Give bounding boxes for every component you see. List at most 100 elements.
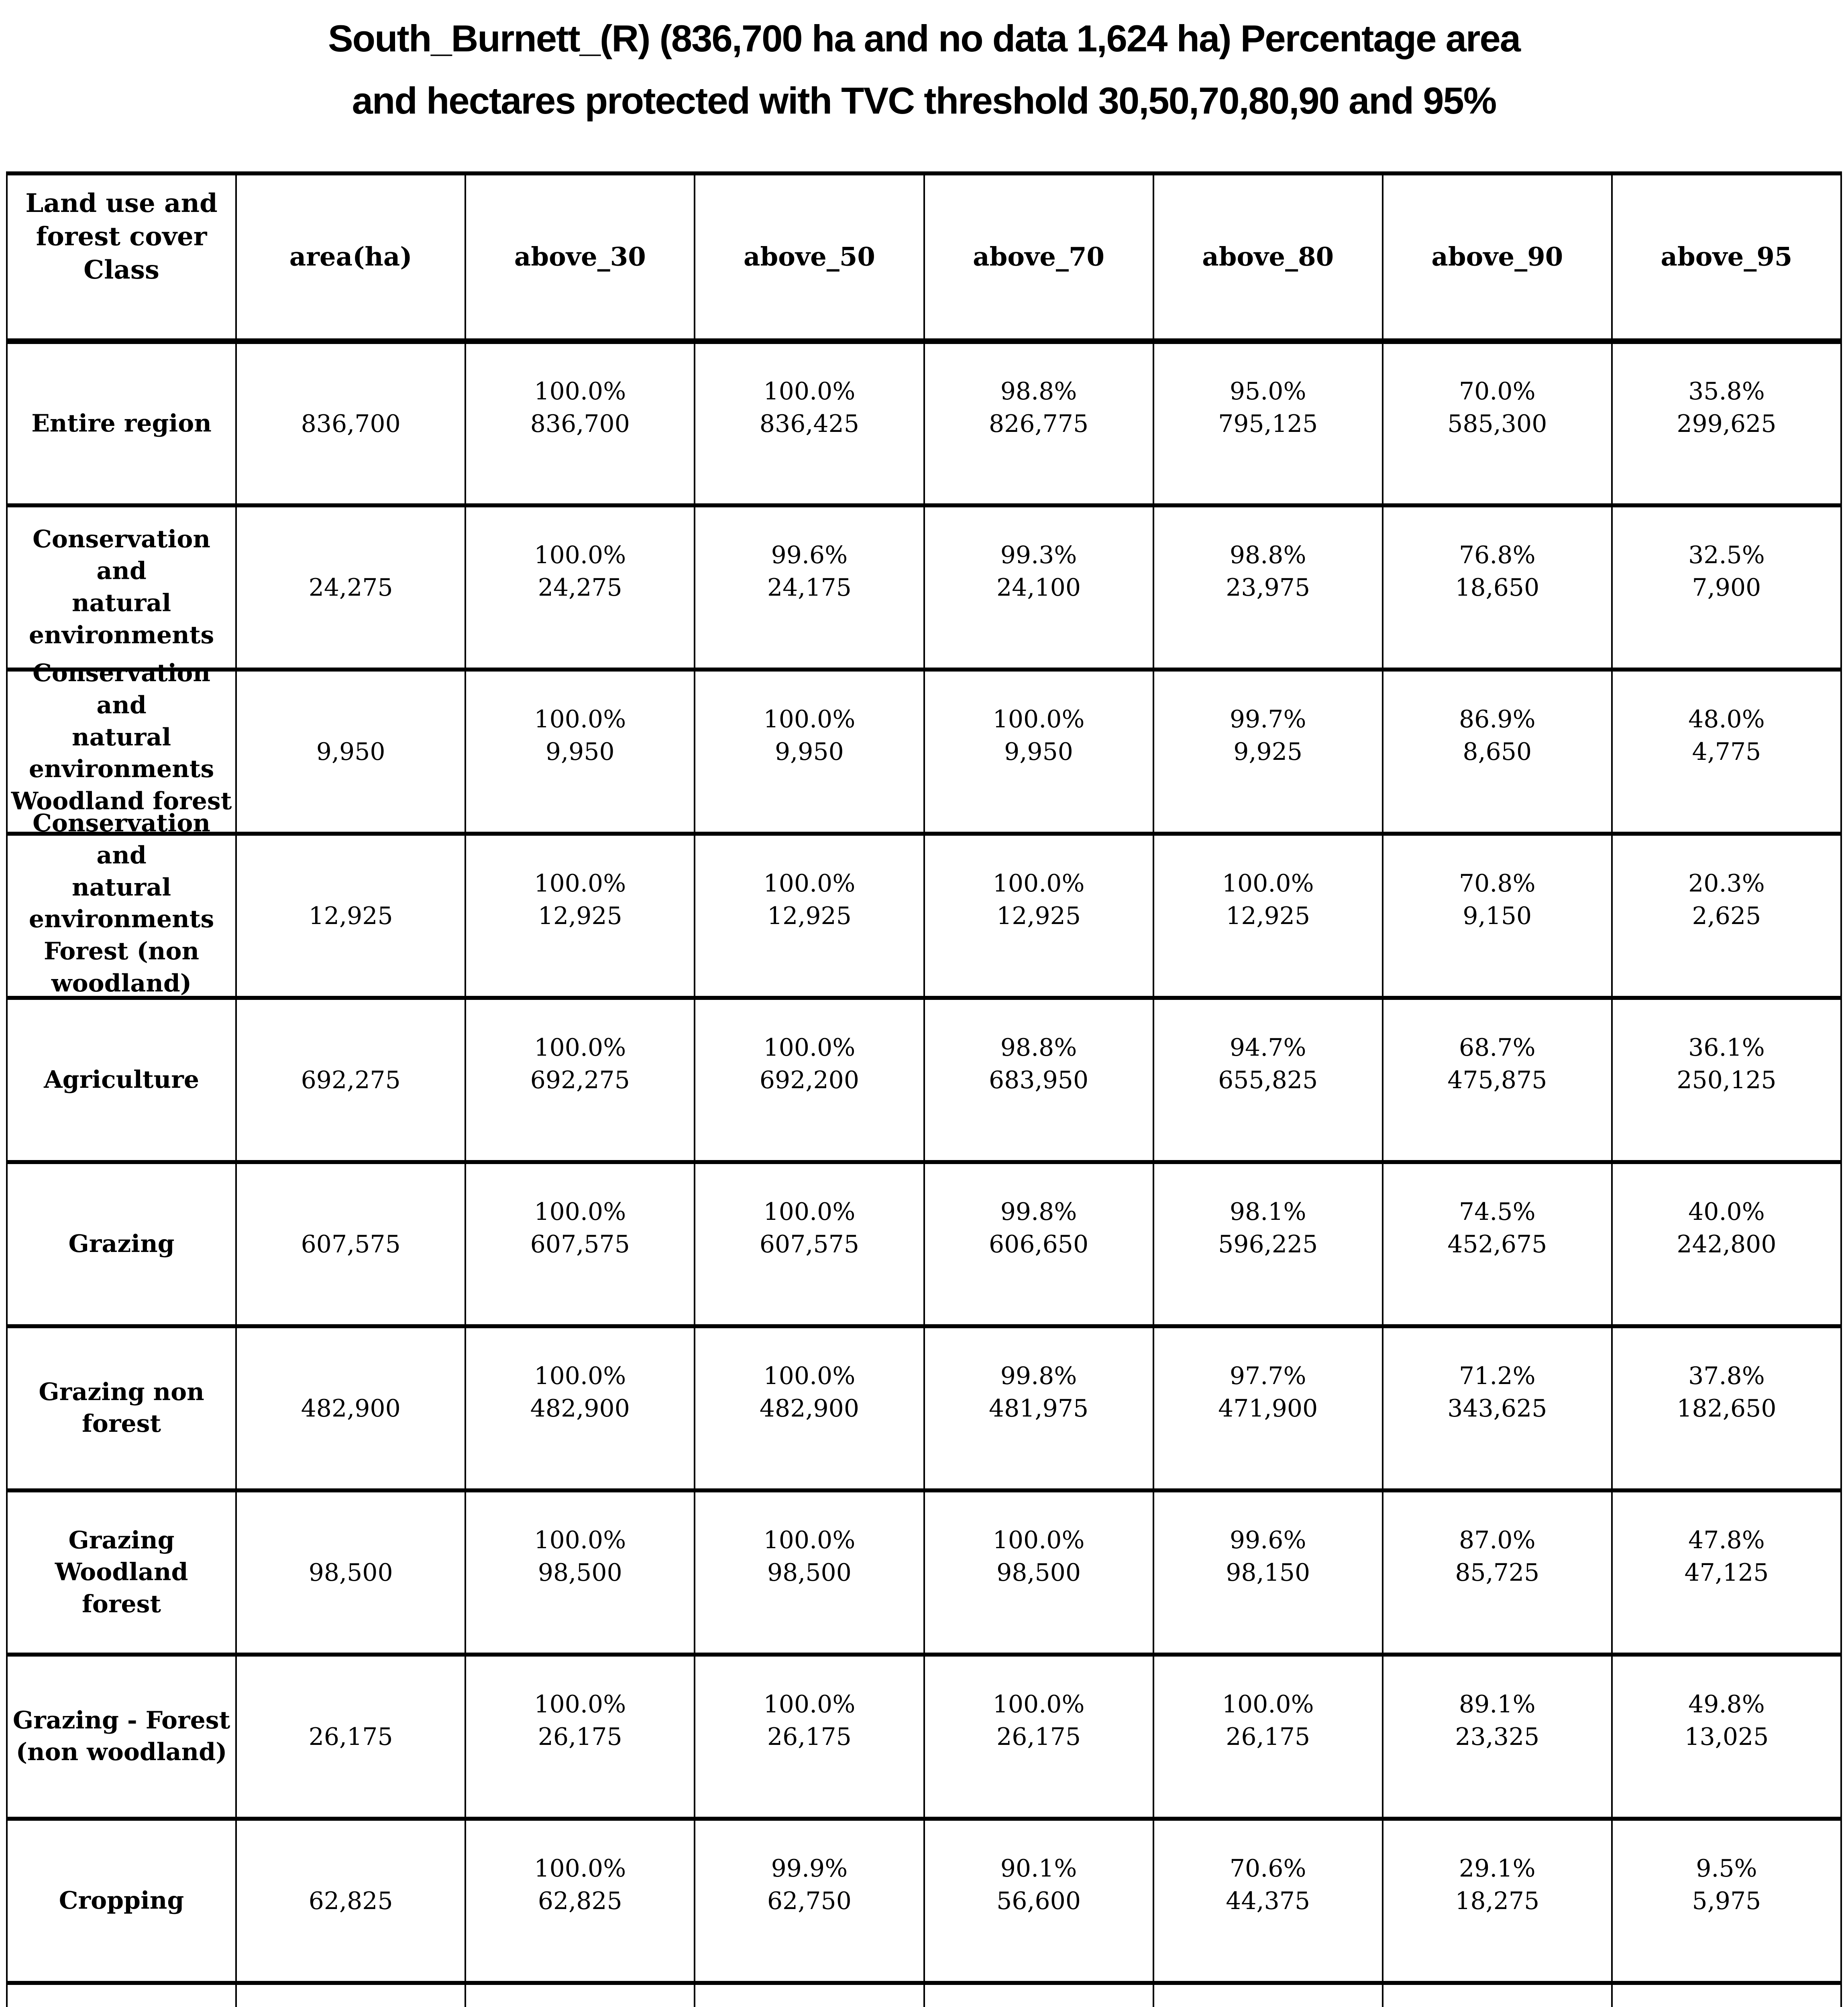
- threshold-stack: 99.6% 98,150: [1154, 1524, 1382, 1589]
- threshold-stack: 100.0% 12,925: [925, 867, 1153, 932]
- threshold-stack: 76.8% 18,650: [1383, 539, 1611, 604]
- threshold-stack: 99.8% 606,650: [925, 1196, 1153, 1261]
- hectares-value: 8,650: [1463, 737, 1532, 766]
- hectares-value: 9,950: [1004, 737, 1073, 766]
- hectares-value: 606,650: [989, 1230, 1089, 1258]
- threshold-cell: 100.0% 98,500: [694, 1490, 924, 1657]
- threshold-cell: 97.7% 471,900: [1152, 1326, 1383, 1492]
- percent-value: 100.0%: [763, 869, 856, 898]
- hectares-value: 596,225: [1218, 1230, 1318, 1258]
- percent-value: 98.8%: [1229, 541, 1306, 569]
- threshold-stack: 86.9% 8,650: [1383, 703, 1611, 768]
- threshold-stack: 99.6% 24,175: [695, 539, 923, 604]
- hectares-value: 24,175: [767, 573, 852, 602]
- table-row: Conservation and natural environments Fo…: [7, 809, 1841, 1000]
- column-header-text: above_90: [1385, 240, 1609, 273]
- threshold-cell: 35.8% 299,625: [1611, 341, 1841, 507]
- table-row: Entire region 836,700 100.0% 836,700 100.0% 8…: [7, 341, 1841, 507]
- threshold-cell: 100.0% 607,575: [465, 1162, 695, 1328]
- hectares-value: 12,925: [538, 902, 622, 930]
- threshold-cell: 98.8% 23,975: [1152, 505, 1383, 672]
- hectares-value: 23,325: [1455, 1722, 1540, 1751]
- area-cell: 692,275: [235, 998, 466, 1164]
- threshold-stack: 98.1% 596,225: [1154, 1196, 1382, 1261]
- hectares-value: 12,925: [996, 902, 1081, 930]
- percent-value: 70.8%: [1459, 869, 1536, 898]
- area-cell: 20,425: [235, 1983, 466, 2007]
- row-label-cell: Grazing - Forest (non woodland): [7, 1655, 236, 1821]
- row-label: Agriculture: [44, 1065, 200, 1094]
- threshold-cell: 98.8% 826,775: [923, 341, 1153, 507]
- area-value: 482,900: [301, 1394, 401, 1423]
- hectares-value: 655,825: [1218, 1066, 1318, 1094]
- hectares-value: 13,025: [1684, 1722, 1769, 1751]
- column-header-text: above_30: [469, 240, 692, 273]
- threshold-cell: 94.7%19,350: [923, 1983, 1153, 2007]
- percent-value: 29.1%: [1459, 1854, 1536, 1883]
- threshold-stack: 35.8% 299,625: [1613, 375, 1840, 440]
- threshold-stack: 98.8% 23,975: [1154, 539, 1382, 604]
- percent-value: 35.8%: [1688, 377, 1765, 405]
- threshold-cell: 100.0% 26,175: [923, 1655, 1153, 1821]
- hectares-value: 98,500: [996, 1558, 1081, 1587]
- threshold-cell: 29.1% 18,275: [1381, 1819, 1612, 1985]
- threshold-stack: 100.0% 9,950: [466, 703, 694, 768]
- area-value: 62,825: [308, 1887, 393, 1915]
- threshold-cell: 94.7% 655,825: [1152, 998, 1383, 1164]
- threshold-stack: 100.0% 482,900: [466, 1360, 694, 1425]
- threshold-stack: 100.0% 24,275: [466, 539, 694, 604]
- column-header: above_30: [465, 173, 695, 344]
- threshold-cell: 100.0% 482,900: [465, 1326, 695, 1492]
- threshold-cell: 47.8% 47,125: [1611, 1490, 1841, 1657]
- percent-value: 100.0%: [534, 1526, 626, 1554]
- percent-value: 40.0%: [1688, 1197, 1765, 1226]
- hectares-value: 692,275: [530, 1066, 630, 1094]
- table-row: Grazing 607,575 100.0% 607,575 100.0% 607,575…: [7, 1162, 1841, 1328]
- column-header-label: area(ha): [289, 242, 412, 272]
- row-label-cell: Grazing Woodland forest: [7, 1490, 236, 1657]
- threshold-cell: 100.0% 482,900: [694, 1326, 924, 1492]
- hectares-value: 24,275: [538, 573, 622, 602]
- threshold-cell: 100.0%20,425: [465, 1983, 695, 2007]
- threshold-cell: 87.0% 85,725: [1381, 1490, 1612, 1657]
- percent-value: 99.9%: [771, 1854, 848, 1883]
- threshold-cell: 90.1% 56,600: [923, 1819, 1153, 1985]
- hectares-value: 343,625: [1447, 1394, 1547, 1423]
- percent-value: 98.1%: [1229, 1197, 1306, 1226]
- row-label-cell: Conservation and natural environments Fo…: [7, 809, 236, 1000]
- hectares-value: 56,600: [996, 1887, 1081, 1915]
- row-label-cell: Conservation and natural environments: [7, 505, 236, 672]
- percent-value: 100.0%: [1222, 1690, 1314, 1718]
- row-label: Cropping: [59, 1886, 184, 1915]
- percent-value: 94.7%: [1229, 1033, 1306, 1062]
- threshold-stack: 100.0% 12,925: [695, 867, 923, 932]
- row-label: Conservation and natural environments Fo…: [29, 809, 214, 997]
- column-header: above_95: [1611, 173, 1841, 344]
- threshold-cell: 100.0% 12,925: [694, 834, 924, 1000]
- threshold-cell: 89.1% 23,325: [1381, 1655, 1612, 1821]
- threshold-cell: 100.0% 26,175: [694, 1655, 924, 1821]
- threshold-cell: 71.2% 343,625: [1381, 1326, 1612, 1492]
- percent-value: 100.0%: [763, 377, 856, 405]
- threshold-stack: 29.1% 18,275: [1383, 1852, 1611, 1917]
- hectares-value: 250,125: [1677, 1066, 1777, 1094]
- threshold-stack: 94.7% 655,825: [1154, 1032, 1382, 1097]
- table-row: Conservation and natural environments 24,…: [7, 505, 1841, 672]
- table-row: Agriculture 692,275 100.0% 692,275 100.0% 692…: [7, 998, 1841, 1164]
- hectares-value: 44,375: [1226, 1887, 1310, 1915]
- hectares-value: 482,900: [530, 1394, 630, 1423]
- row-label-cell: Agriculture: [7, 998, 236, 1164]
- row-label: Grazing - Forest (non woodland): [12, 1706, 230, 1767]
- hectares-value: 4,775: [1692, 737, 1761, 766]
- column-header: Land use and forest cover Class: [7, 173, 236, 344]
- hectares-value: 85,725: [1455, 1558, 1540, 1587]
- percent-value: 37.8%: [1688, 1362, 1765, 1390]
- area-cell: 62,825: [235, 1819, 466, 1985]
- table-row: Grazing - Forest (non woodland) 26,175 100…: [7, 1655, 1841, 1821]
- threshold-cell: 100.0% 9,950: [694, 670, 924, 836]
- area-cell: 24,275: [235, 505, 466, 672]
- percent-value: 89.1%: [1459, 1690, 1536, 1718]
- threshold-stack: 99.3% 24,100: [925, 539, 1153, 604]
- threshold-cell: 32.5% 7,900: [1611, 505, 1841, 672]
